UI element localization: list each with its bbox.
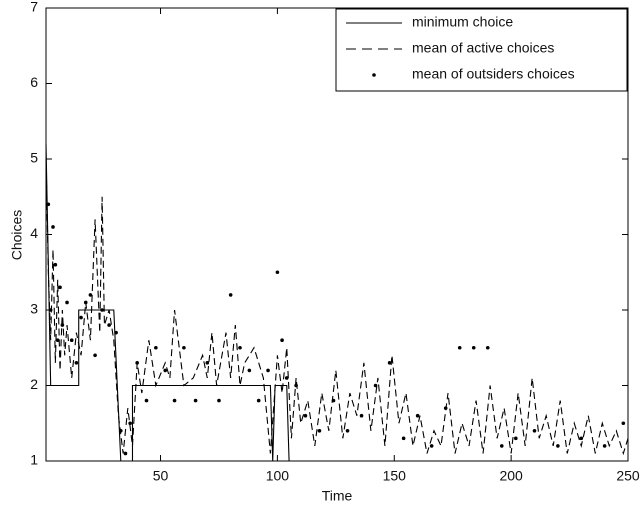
data-point	[55, 338, 60, 343]
data-point	[205, 361, 210, 365]
data-point	[228, 293, 233, 297]
data-point	[275, 270, 280, 275]
data-point	[144, 398, 149, 403]
legend-symbol	[372, 73, 376, 77]
data-point	[163, 368, 168, 373]
data-point	[284, 376, 289, 380]
data-point	[556, 444, 560, 448]
data-point	[499, 444, 504, 448]
data-point	[53, 262, 58, 267]
data-point	[193, 398, 198, 403]
series-line	[45, 143, 628, 462]
series-line	[45, 158, 629, 456]
data-point	[317, 429, 322, 433]
data-point	[182, 345, 186, 350]
legend-label: mean of active choices	[412, 40, 554, 56]
data-point	[621, 421, 626, 426]
data-point	[443, 406, 448, 410]
data-point	[579, 436, 584, 441]
data-point	[238, 345, 242, 350]
data-point	[51, 225, 55, 229]
data-point	[79, 315, 83, 320]
data-point	[107, 323, 111, 327]
data-point	[387, 361, 392, 365]
x-tick-label: 100	[266, 468, 290, 484]
x-tick-label: 200	[499, 468, 523, 484]
data-point	[118, 429, 123, 433]
y-tick-label: 1	[30, 452, 38, 468]
y-tick-label: 5	[30, 150, 38, 166]
y-tick-label: 7	[30, 0, 38, 15]
data-point	[100, 308, 104, 312]
x-axis-label: Time	[322, 488, 353, 504]
data-point	[46, 202, 51, 207]
y-axis-label: Choices	[9, 210, 25, 261]
x-tick-label: 150	[383, 468, 407, 484]
data-point	[602, 444, 607, 448]
data-point	[123, 451, 128, 456]
data-point	[294, 383, 298, 388]
x-tick-label: 50	[153, 468, 169, 484]
data-point	[514, 436, 518, 441]
data-point	[303, 413, 308, 418]
y-tick-label: 6	[30, 74, 38, 90]
data-point	[83, 300, 88, 305]
data-point	[457, 345, 462, 350]
data-point	[69, 338, 74, 343]
data-point	[373, 383, 378, 388]
data-point	[345, 429, 350, 433]
data-point	[74, 361, 79, 365]
data-point	[485, 345, 490, 350]
x-tick-label: 250	[616, 468, 640, 484]
legend-label: minimum choice	[412, 14, 513, 30]
data-point	[128, 421, 132, 426]
data-point	[359, 413, 364, 418]
data-point	[48, 308, 53, 312]
data-point	[65, 300, 69, 305]
data-point	[93, 353, 97, 358]
data-point	[415, 413, 420, 418]
data-point	[280, 338, 284, 343]
legend-label: mean of outsiders choices	[412, 66, 575, 82]
data-point	[331, 398, 336, 403]
data-point	[471, 345, 476, 350]
data-point	[135, 361, 139, 365]
data-point	[154, 345, 158, 350]
data-point	[266, 368, 270, 373]
data-point	[88, 293, 93, 297]
data-point	[429, 444, 434, 448]
data-point	[247, 368, 252, 373]
data-point	[172, 398, 177, 403]
data-point	[114, 330, 118, 335]
data-point	[60, 323, 65, 327]
y-tick-label: 3	[30, 301, 38, 317]
data-point	[217, 398, 221, 403]
data-point	[58, 285, 62, 290]
y-tick-label: 2	[30, 376, 38, 392]
plot-frame	[45, 7, 629, 462]
y-tick-label: 4	[30, 225, 38, 241]
data-point	[256, 398, 261, 403]
data-point	[401, 436, 406, 441]
data-point	[532, 429, 537, 433]
